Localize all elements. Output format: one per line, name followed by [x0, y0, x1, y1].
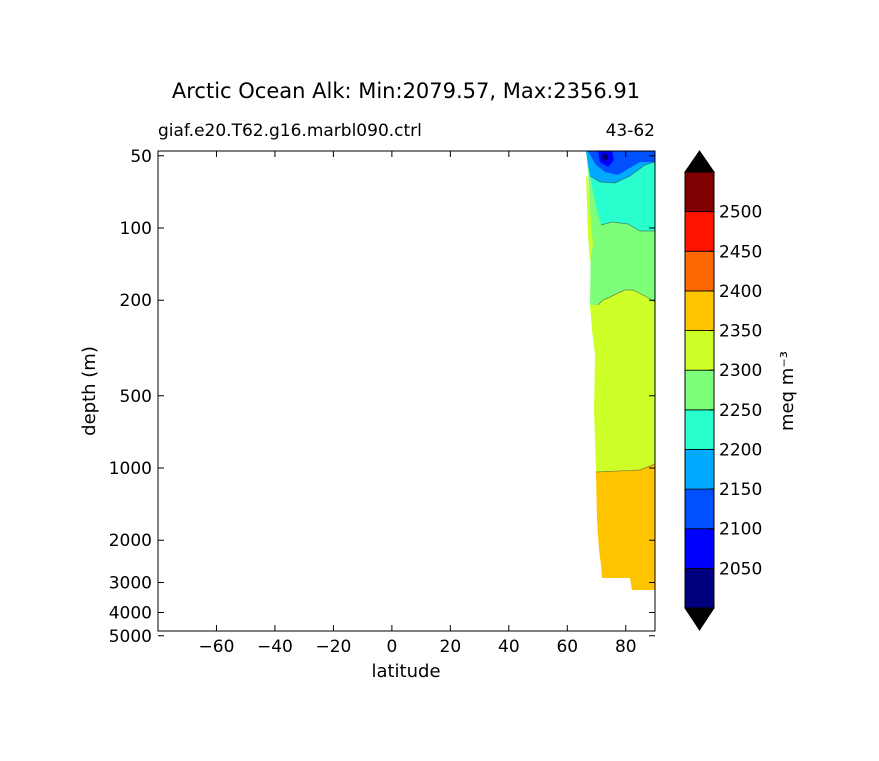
colorbar-band — [684, 369, 715, 411]
x-tick-label: 0 — [386, 637, 397, 657]
y-tick-label: 2000 — [109, 531, 152, 551]
colorbar-tick-label: 2250 — [719, 401, 762, 421]
contour-fill-2200 — [590, 162, 655, 231]
y-tick-label: 4000 — [109, 603, 152, 623]
colorbar-band — [684, 171, 715, 213]
colorbar-tick-label: 2050 — [719, 559, 762, 579]
contour-line-2200 — [600, 221, 655, 232]
plot-background — [158, 151, 655, 631]
chart-title: Arctic Ocean Alk: Min:2079.57, Max:2356.… — [172, 79, 640, 103]
plot-frame — [157, 150, 656, 632]
colorbar-band — [684, 449, 715, 490]
colorbar-tick-label: 2300 — [719, 361, 762, 381]
colorbar-band — [684, 567, 715, 609]
colorbar-tick-label: 2150 — [719, 480, 762, 500]
y-axis: 50 100 200 500 1000 2000 3000 4000 5000 — [109, 147, 655, 647]
x-tick-label: 80 — [615, 637, 637, 657]
y-tick-label: 50 — [130, 147, 152, 167]
colorbar-tick-label: 2400 — [719, 282, 762, 302]
y-tick-label: 500 — [120, 387, 152, 407]
x-tick-label: 60 — [556, 637, 578, 657]
contour-line-2300 — [595, 463, 656, 473]
colorbar-extend-max — [684, 150, 715, 173]
colorbar-tick-label: 2200 — [719, 440, 762, 460]
colorbar-band — [684, 211, 715, 252]
colorbar-band — [684, 528, 715, 569]
contour-fill-2300 — [590, 290, 655, 472]
colorbar: 2050 2100 2150 2200 2250 2300 2350 2400 2450 2500 — [684, 150, 762, 631]
colorbar-extend-min — [684, 607, 715, 631]
chart-subtitle-left: giaf.e20.T62.g16.marbl090.ctrl — [158, 121, 422, 141]
y-tick-label: 5000 — [109, 627, 152, 647]
colorbar-band — [684, 488, 715, 530]
x-tick-label: −40 — [257, 637, 293, 657]
y-tick-label: 100 — [120, 219, 152, 239]
plot-area: −60 −40 −20 0 20 40 60 80 50 100 200 500 1000 2000 30… — [109, 147, 656, 657]
x-axis: −60 −40 −20 0 20 40 60 80 — [199, 151, 637, 657]
x-tick-label: 20 — [440, 637, 462, 657]
contour-fill-2350 — [596, 464, 655, 590]
colorbar-frame — [684, 171, 715, 609]
x-tick-label: −20 — [315, 637, 351, 657]
colorbar-tick-label: 2350 — [719, 322, 762, 342]
contour-lines — [589, 161, 656, 473]
chart-subtitle-right: 43-62 — [606, 121, 655, 141]
x-axis-label: latitude — [371, 661, 440, 682]
contour-line-2250 — [597, 289, 656, 306]
colorbar-band — [684, 330, 715, 371]
y-tick-label: 200 — [120, 291, 152, 311]
colorbar-tick-label: 2450 — [719, 242, 762, 262]
colorbar-band — [684, 409, 715, 450]
x-tick-label: −60 — [199, 637, 235, 657]
colorbar-band — [684, 250, 715, 292]
contour-line-2150 — [589, 161, 656, 184]
colorbar-tick-label: 2100 — [719, 520, 762, 540]
y-tick-label: 3000 — [109, 574, 152, 594]
colorbar-label: meq m⁻³ — [777, 351, 798, 431]
contour-fill-2000 — [602, 153, 608, 161]
colorbar-tick-label: 2500 — [719, 203, 762, 223]
x-tick-label: 40 — [498, 637, 520, 657]
contour-fill-2300-upper-left — [586, 175, 593, 262]
contour-fills — [586, 151, 655, 590]
y-axis-label: depth (m) — [79, 346, 100, 436]
y-tick-label: 1000 — [109, 459, 152, 479]
colorbar-band — [684, 290, 715, 331]
